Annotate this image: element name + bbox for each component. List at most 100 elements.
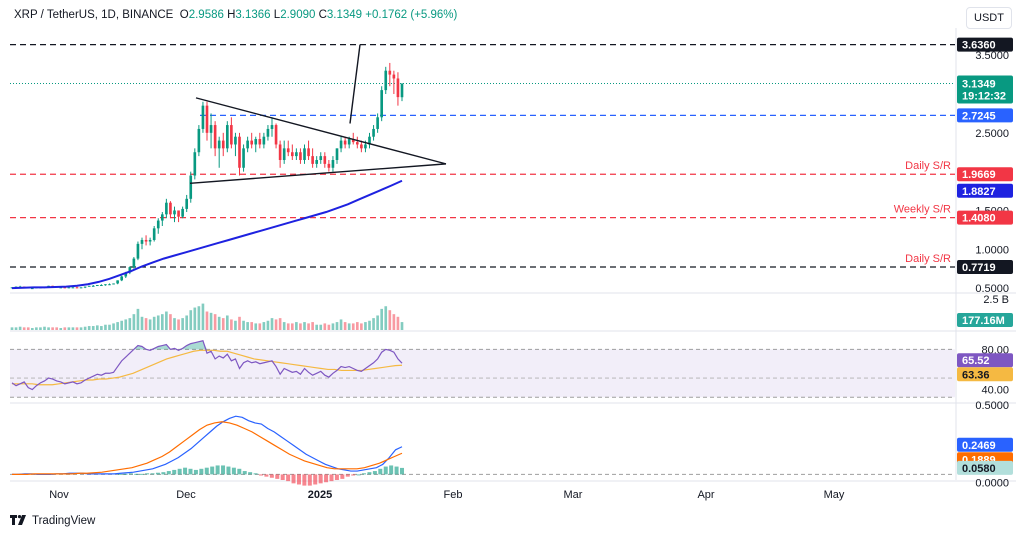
candle-body <box>201 105 205 129</box>
candle-body <box>242 148 245 168</box>
candle-body <box>347 139 351 145</box>
volume-bar <box>335 322 339 330</box>
volume-bar <box>189 310 193 330</box>
price-tag-resistance: 3.6360 <box>962 40 996 52</box>
volume-value-tag-bg <box>957 313 1013 327</box>
candle-body <box>197 128 201 153</box>
candle-body <box>392 74 396 79</box>
macd-histogram-bar <box>134 473 139 475</box>
candle-body <box>238 136 241 168</box>
volume-bar <box>315 324 319 330</box>
time-axis-tick: Apr <box>697 489 714 501</box>
macd-histogram-bar <box>324 474 329 483</box>
volume-bar <box>140 316 144 330</box>
volume-bar <box>360 323 363 330</box>
volume-bar <box>136 308 140 330</box>
volume-bar <box>120 320 124 330</box>
high-value: 3.1366 <box>235 9 271 21</box>
candle-body <box>144 239 148 242</box>
rsi-ma-value-tag: 63.36 <box>962 369 990 381</box>
macd-histogram-bar <box>215 465 220 475</box>
volume-bar <box>380 308 384 330</box>
volume-bar <box>156 315 160 330</box>
candle-body <box>290 152 294 157</box>
candle-body <box>59 287 63 289</box>
macd-histogram-bar <box>161 472 166 475</box>
candle-body <box>132 258 136 268</box>
price-tag-weekly-sr: 1.4080 <box>962 213 996 225</box>
macd-histogram-bar <box>307 474 312 486</box>
volume-bar <box>75 327 79 330</box>
candle-body <box>295 152 298 157</box>
volume-bar <box>67 327 71 330</box>
volume-bar <box>286 323 290 330</box>
candle-body <box>30 288 34 290</box>
tradingview-logo: TradingView <box>10 514 95 528</box>
volume-bar <box>392 314 396 330</box>
macd-histogram-bar <box>253 473 258 475</box>
candle-body <box>63 287 67 289</box>
price-tag-daily-sr-bg <box>957 167 1013 182</box>
candle-body <box>67 287 71 289</box>
volume-bar <box>14 327 18 330</box>
candle-body <box>83 286 87 288</box>
candle-body <box>112 283 115 285</box>
volume-bar <box>160 314 164 330</box>
volume-bar <box>274 319 278 330</box>
price-tag-ema: 1.8827 <box>962 186 996 198</box>
candle-body <box>380 90 384 118</box>
currency-button[interactable]: USDT <box>966 7 1012 29</box>
change-value: +0.1762 (+5.96%) <box>365 9 458 21</box>
macd-histogram-bar <box>383 466 388 475</box>
volume-bar <box>307 323 310 330</box>
signal-line <box>12 421 403 476</box>
volume-bar <box>343 322 347 330</box>
candle-body <box>384 70 388 91</box>
chart-header: XRP / TetherUS, 1D, BINANCE O2.9586 H3.1… <box>14 9 457 21</box>
volume-bar <box>331 323 335 330</box>
macd-histogram-bar <box>166 471 171 475</box>
daily-sr-annotation-low: Daily S/R <box>905 253 951 265</box>
volume-bar <box>47 327 50 330</box>
volume-bar <box>225 315 229 330</box>
volume-bar <box>311 322 314 330</box>
candle-body <box>339 140 343 149</box>
volume-bar <box>165 311 168 330</box>
candle-body <box>307 148 310 157</box>
volume-bar <box>71 327 75 330</box>
candle-body <box>250 140 254 145</box>
candle-body <box>364 144 367 149</box>
candle-body <box>95 285 99 287</box>
candle-body <box>189 175 193 199</box>
candle-body <box>376 117 379 129</box>
volume-bar <box>270 318 274 330</box>
price-tag-weekly-sr-bg <box>957 210 1013 225</box>
volume-bar <box>258 323 262 330</box>
macd-histogram-bar <box>275 474 280 479</box>
volume-bar <box>250 322 254 330</box>
candle-body <box>173 210 176 215</box>
candle-body <box>311 156 314 164</box>
price-tag-ema-bg <box>957 183 1013 198</box>
volume-bar <box>282 322 286 330</box>
candle-body <box>120 276 124 281</box>
macd-histogram-bar <box>188 468 193 475</box>
macd-histogram-bar <box>172 469 177 475</box>
volume-bar <box>35 327 38 330</box>
candle-body <box>108 284 111 286</box>
price-axis-tick: 3.5000 <box>975 50 1009 62</box>
volume-bar <box>185 315 189 330</box>
candle-body <box>209 125 213 133</box>
candle-body <box>156 220 160 229</box>
candle-body <box>124 272 128 277</box>
macd-histogram-bar <box>313 474 318 485</box>
volume-bar <box>339 319 343 330</box>
candle-body <box>221 140 225 149</box>
macd-histogram-bar <box>269 474 274 478</box>
candle-body <box>91 285 95 287</box>
weekly-sr-annotation: Weekly S/R <box>894 204 951 216</box>
open-value: 2.9586 <box>188 9 224 21</box>
macd-histogram-bar <box>351 474 356 476</box>
macd-histogram-bar <box>237 468 242 475</box>
